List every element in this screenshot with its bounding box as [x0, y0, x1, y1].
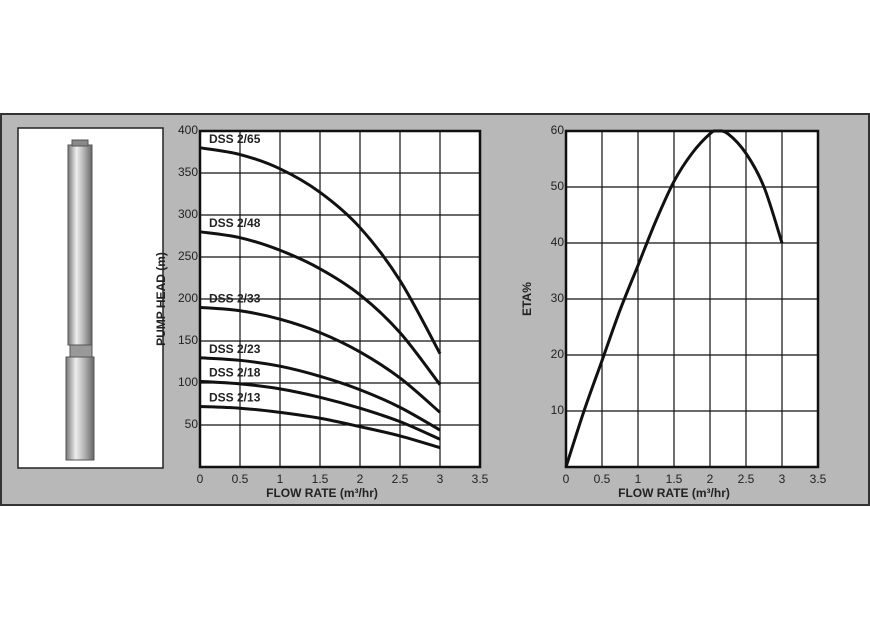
line-series — [199, 356, 441, 432]
x-tick-label: 2.5 — [738, 472, 755, 486]
y-tick-label: 400 — [178, 123, 198, 137]
y-tick-label: 50 — [551, 179, 565, 193]
x-tick-label: 0.5 — [594, 472, 611, 486]
series-label: DSS 2/18 — [209, 365, 261, 379]
line-series — [199, 305, 441, 414]
x-tick-label: 3 — [779, 472, 786, 486]
y-tick-label: 250 — [178, 249, 198, 263]
y-tick-label: 60 — [551, 123, 565, 137]
line-series — [199, 379, 441, 441]
series-label: DSS 2/48 — [209, 216, 261, 230]
x-tick-label: 2.5 — [392, 472, 409, 486]
y-tick-label: 300 — [178, 207, 198, 221]
y-axis-title: ETA% — [520, 282, 534, 316]
pump-body — [65, 356, 95, 461]
x-tick-label: 0 — [197, 472, 204, 486]
line-series — [564, 129, 784, 468]
line-series — [199, 146, 442, 355]
x-tick-label: 0 — [563, 472, 570, 486]
series-label: DSS 2/33 — [209, 292, 261, 306]
y-tick-label: 30 — [551, 291, 565, 305]
series-label: DSS 2/23 — [209, 342, 261, 356]
line-series — [199, 230, 442, 386]
x-tick-label: 3.5 — [810, 472, 827, 486]
x-tick-label: 3.5 — [472, 472, 489, 486]
x-tick-label: 2 — [707, 472, 714, 486]
pump-head — [71, 139, 89, 147]
y-tick-label: 200 — [178, 291, 198, 305]
x-tick-label: 1 — [635, 472, 642, 486]
y-tick-label: 50 — [185, 417, 199, 431]
y-tick-label: 20 — [551, 347, 565, 361]
x-tick-label: 1.5 — [666, 472, 683, 486]
x-tick-label: 1.5 — [312, 472, 329, 486]
series-label: DSS 2/13 — [209, 391, 261, 405]
line-series — [199, 405, 441, 450]
y-axis-title: PUMP HEAD (m) — [154, 252, 168, 346]
pump-motor — [67, 144, 93, 346]
y-tick-label: 40 — [551, 235, 565, 249]
series-label: DSS 2/65 — [209, 132, 261, 146]
x-tick-label: 3 — [437, 472, 444, 486]
pump-picture — [17, 127, 164, 469]
x-tick-label: 2 — [357, 472, 364, 486]
x-tick-label: 0.5 — [232, 472, 249, 486]
pump-inlet — [69, 344, 93, 358]
y-tick-label: 10 — [551, 403, 565, 417]
y-tick-label: 100 — [178, 375, 198, 389]
y-tick-label: 350 — [178, 165, 198, 179]
x-tick-label: 1 — [277, 472, 284, 486]
x-axis-title: FLOW RATE (m³/hr) — [618, 486, 730, 500]
y-tick-label: 150 — [178, 333, 198, 347]
x-axis-title: FLOW RATE (m³/hr) — [266, 486, 378, 500]
